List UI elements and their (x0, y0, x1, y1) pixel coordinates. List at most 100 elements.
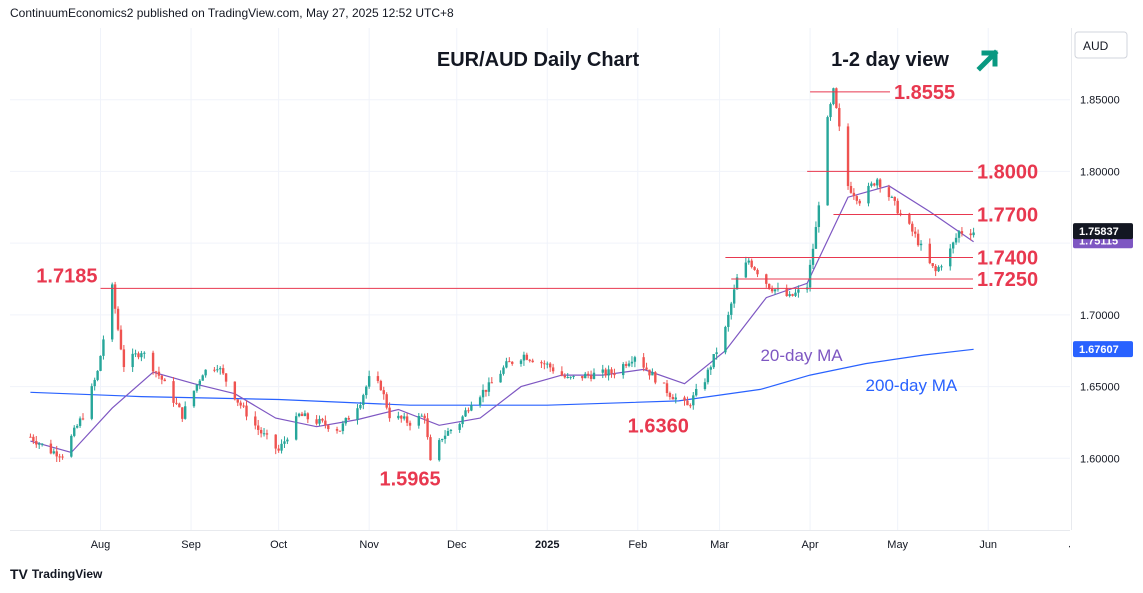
candle-body (75, 425, 79, 428)
candle-body (931, 263, 934, 267)
candle-body (563, 375, 566, 378)
candle-body (400, 415, 403, 419)
candle-body (592, 372, 596, 379)
y-tick-label: 1.80000 (1080, 166, 1120, 178)
candle-body (172, 381, 175, 403)
candle-body (201, 375, 204, 381)
x-tick-label: Jul (1069, 539, 1070, 551)
candle-body (768, 283, 771, 289)
price-axis[interactable]: AUD 1.600001.650001.700001.750001.800001… (1071, 28, 1143, 530)
candle-body (341, 423, 345, 432)
candle-body (610, 369, 613, 374)
currency-label: AUD (1083, 39, 1109, 53)
candle-body (689, 405, 692, 407)
candle-body (195, 384, 199, 391)
candle-body (954, 237, 958, 243)
level-label: 1.7185 (36, 265, 97, 287)
candle-body (601, 369, 604, 373)
candle-body (811, 248, 815, 265)
candle-body (78, 418, 82, 426)
candle-body (464, 410, 467, 417)
candle-body (157, 371, 161, 376)
candle-body (327, 425, 330, 430)
candle-body (934, 266, 937, 272)
candle-body (846, 126, 850, 187)
candle-body (569, 376, 572, 378)
candle-body (838, 108, 841, 127)
candle-body (951, 242, 955, 249)
candle-body (481, 389, 485, 398)
candle-body (283, 441, 286, 444)
candle-body (914, 231, 917, 234)
candle-body (522, 354, 526, 361)
candle-body (233, 381, 237, 400)
candle-body (265, 433, 269, 435)
chart-title: EUR/AUD Daily Chart (437, 49, 640, 71)
candle-body (286, 439, 289, 442)
candle-body (81, 418, 85, 420)
ma20-line (30, 185, 974, 454)
candle-body (627, 363, 631, 366)
candle-body (143, 352, 146, 354)
tradingview-footer[interactable]: TV TradingView (10, 566, 102, 582)
candle-body (613, 373, 616, 376)
candle-body (131, 353, 134, 368)
currency-box[interactable] (1074, 31, 1128, 59)
candle-body (29, 436, 32, 438)
y-tick-label: 1.65000 (1080, 382, 1120, 394)
x-tick-label: Jun (979, 539, 997, 551)
candle-body (730, 303, 733, 315)
candle-body (259, 429, 263, 434)
y-tick-label: 1.60000 (1080, 453, 1120, 465)
candle-body (511, 361, 514, 364)
candle-body (873, 183, 876, 186)
candle-body (706, 369, 710, 383)
ma200-value-badge-bg (1073, 341, 1133, 358)
candle-body (960, 231, 964, 234)
candle-body (849, 186, 853, 193)
candle-body (443, 435, 447, 439)
candle-body (709, 367, 712, 370)
candle-body (788, 294, 791, 296)
candle-body (662, 382, 666, 384)
candle-body (604, 369, 607, 376)
candle-body (584, 373, 587, 379)
candle-body (385, 394, 388, 408)
candle-body (683, 397, 686, 401)
candle-body (490, 382, 493, 384)
candle-body (648, 369, 651, 376)
candle-body (835, 88, 838, 109)
candle-body (896, 200, 899, 214)
candle-body (300, 413, 304, 417)
candle-body (216, 369, 219, 371)
candle-body (543, 363, 546, 365)
candle-body (855, 196, 858, 201)
date-axis[interactable]: Aug Sep Oct Nov Dec 2025 Feb Mar Apr May Jun Jul (10, 530, 1070, 558)
candle-body (531, 360, 534, 363)
candle-body (937, 266, 940, 272)
x-tick-label: Dec (447, 539, 467, 551)
candle-body (642, 357, 645, 368)
candle-body (502, 367, 505, 374)
candle-body (499, 373, 502, 383)
candle-body (747, 260, 750, 263)
candle-body (911, 223, 914, 232)
candle-body (972, 232, 975, 236)
candle-body (668, 393, 672, 398)
candle-body (376, 376, 380, 381)
candles (29, 87, 975, 463)
candle-body (551, 367, 555, 372)
candle-body (458, 424, 461, 430)
candle-body (274, 434, 277, 449)
x-tick-label: Oct (270, 539, 287, 551)
level-label: 1.7400 (977, 247, 1038, 269)
up-arrow-icon (976, 49, 999, 72)
candle-body (692, 395, 695, 406)
candle-body (794, 292, 797, 296)
candle-body (715, 352, 718, 355)
candle-body (365, 386, 368, 396)
candle-body (111, 284, 114, 340)
candle-body (429, 437, 432, 461)
